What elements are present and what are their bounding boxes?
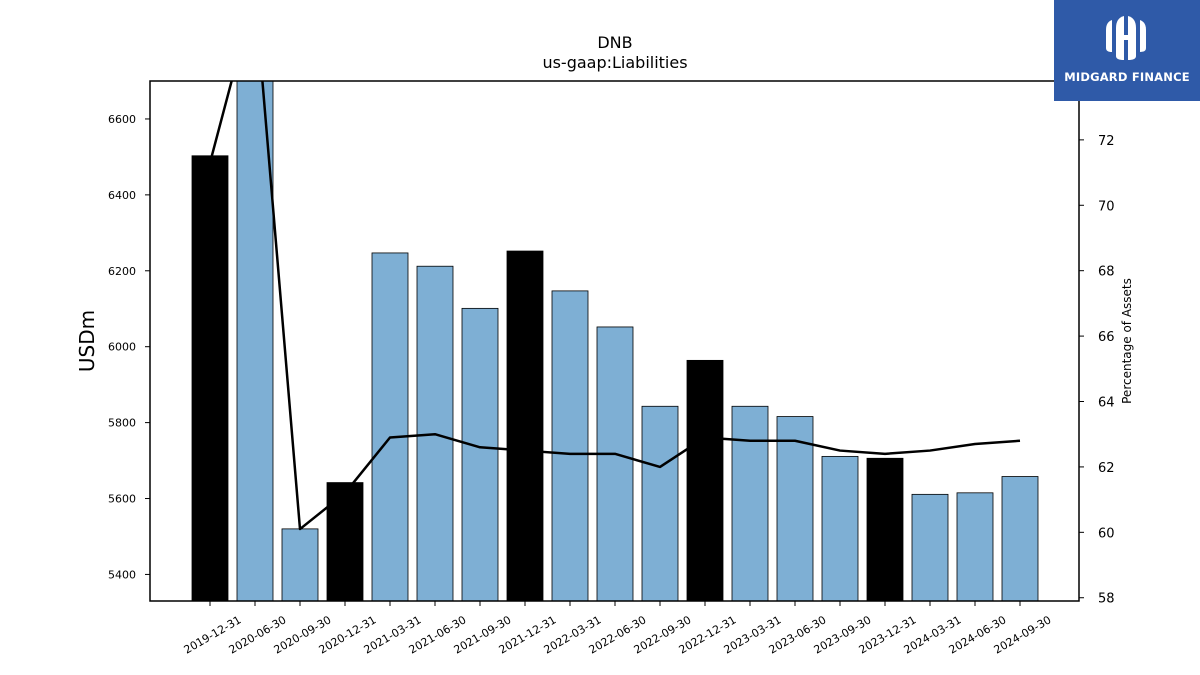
y2-tick-label: 70 [1098, 199, 1115, 214]
line-series [208, 81, 1021, 531]
bar [281, 528, 319, 601]
bar [776, 416, 814, 601]
y2-axis-label: Percentage of Assets [1120, 278, 1134, 404]
y-tick-label: 5600 [108, 493, 136, 506]
bar [326, 482, 364, 601]
plot-area: 5400 5600 5800 6000 6200 6400 6600 58 60 62 64 66 68… [108, 80, 1115, 657]
bar [461, 307, 499, 601]
chart-title: DNB [597, 33, 632, 52]
y-tick-label: 6600 [108, 113, 136, 126]
bar [731, 405, 769, 601]
y2-tick-label: 64 [1098, 396, 1115, 411]
y-tick-label: 5400 [108, 568, 136, 581]
y2-tick-label: 60 [1098, 526, 1115, 541]
y2-tick-label: 68 [1098, 265, 1115, 280]
y-tick-label: 5800 [108, 417, 136, 430]
bar [506, 250, 544, 601]
bar [686, 359, 724, 601]
bar [956, 492, 994, 601]
bar [596, 326, 634, 601]
bar [911, 493, 949, 601]
y-tick-label: 6400 [108, 189, 136, 202]
bar [1001, 476, 1039, 601]
bar [551, 290, 589, 601]
bar [866, 457, 904, 601]
y2-tick-label: 72 [1098, 134, 1115, 149]
logo-text: MIDGARD FINANCE [1064, 70, 1190, 84]
y2-tick-label: 62 [1098, 461, 1115, 476]
y-axis-label: USDm [75, 310, 99, 372]
y-tick-label: 6200 [108, 265, 136, 278]
y2-tick-label: 58 [1098, 592, 1115, 607]
plot-marks [191, 81, 1039, 601]
brand-logo: MIDGARD FINANCE [1054, 0, 1200, 101]
bar [371, 252, 409, 601]
bar [821, 455, 859, 601]
bar [236, 81, 274, 601]
y2-tick-label: 66 [1098, 330, 1115, 345]
bar [641, 405, 679, 601]
chart-subtitle: us-gaap:Liabilities [542, 53, 687, 72]
bar [191, 155, 229, 601]
y-tick-label: 6000 [108, 341, 136, 354]
logo-mark-icon [1106, 16, 1146, 60]
